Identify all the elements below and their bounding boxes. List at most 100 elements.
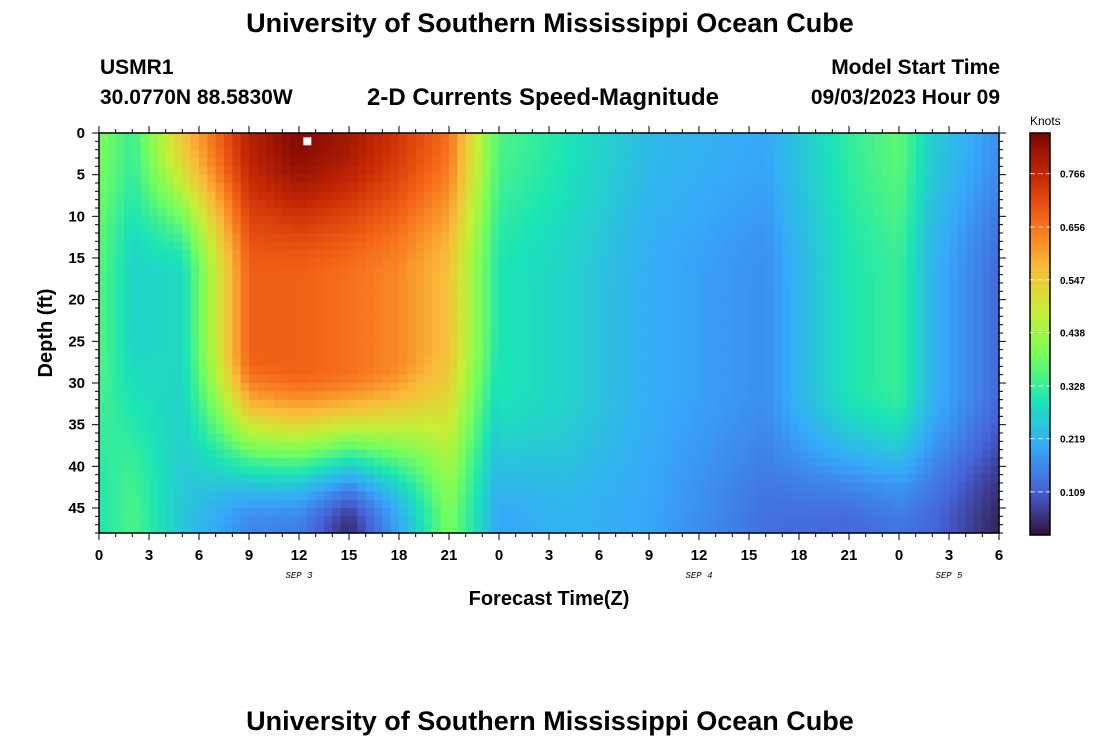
- heatmap-cell: [249, 133, 258, 142]
- heatmap-cell: [915, 424, 925, 434]
- heatmap-cell: [657, 349, 667, 359]
- heatmap-cell: [807, 224, 817, 234]
- heatmap-cell: [257, 349, 267, 359]
- heatmap-cell: [149, 416, 158, 426]
- heatmap-cell: [482, 449, 492, 459]
- heatmap-cell: [382, 199, 392, 209]
- heatmap-cell: [240, 133, 250, 142]
- heatmap-cell: [532, 224, 542, 234]
- heatmap-cell: [957, 441, 967, 451]
- heatmap-cell: [565, 366, 575, 376]
- heatmap-cell: [290, 483, 300, 492]
- heatmap-cell: [674, 141, 683, 151]
- heatmap-cell: [115, 191, 125, 201]
- heatmap-cell: [749, 158, 758, 167]
- heatmap-cell: [499, 341, 508, 351]
- heatmap-cell: [824, 216, 833, 226]
- heatmap-cell: [957, 158, 967, 167]
- heatmap-cell: [882, 374, 892, 384]
- heatmap-cell: [490, 374, 500, 384]
- heatmap-cell: [382, 149, 392, 159]
- heatmap-cell: [574, 208, 583, 217]
- heatmap-cell: [899, 358, 908, 367]
- heatmap-cell: [432, 508, 442, 517]
- heatmap-cell: [274, 249, 283, 259]
- heatmap-cell: [932, 291, 942, 301]
- heatmap-cell: [157, 199, 167, 209]
- heatmap-cell: [932, 524, 942, 534]
- heatmap-cell: [882, 208, 892, 217]
- heatmap-cell: [632, 133, 642, 142]
- heatmap-cell: [174, 299, 183, 309]
- heatmap-cell: [165, 174, 175, 184]
- heatmap-cell: [482, 508, 492, 517]
- heatmap-cell: [932, 408, 942, 417]
- heatmap-cell: [265, 433, 275, 442]
- heatmap-cell: [715, 408, 725, 417]
- heatmap-cell: [832, 349, 842, 359]
- heatmap-cell: [490, 208, 500, 217]
- heatmap-cell: [657, 299, 667, 309]
- heatmap-cell: [290, 416, 300, 426]
- heatmap-cell: [124, 391, 133, 401]
- heatmap-cell: [615, 366, 625, 376]
- heatmap-cell: [732, 483, 742, 492]
- heatmap-cell: [765, 283, 775, 292]
- heatmap-cell: [665, 383, 675, 392]
- heatmap-cell: [149, 383, 158, 392]
- heatmap-cell: [490, 141, 500, 151]
- heatmap-cell: [540, 458, 550, 467]
- heatmap-cell: [449, 158, 458, 167]
- heatmap-cell: [640, 383, 650, 392]
- heatmap-cell: [457, 391, 467, 401]
- heatmap-cell: [182, 174, 192, 184]
- heatmap-cell: [182, 366, 192, 376]
- heatmap-cell: [582, 408, 592, 417]
- heatmap-cell: [257, 233, 267, 242]
- heatmap-cell: [857, 249, 867, 259]
- heatmap-cell: [524, 516, 533, 526]
- heatmap-cell: [282, 274, 292, 284]
- heatmap-cell: [665, 308, 675, 317]
- heatmap-cell: [724, 466, 733, 476]
- heatmap-cell: [499, 416, 508, 426]
- heatmap-cell: [490, 166, 500, 176]
- heatmap-cell: [424, 324, 433, 334]
- heatmap-cell: [699, 291, 708, 301]
- heatmap-cell: [140, 266, 150, 276]
- heatmap-cell: [449, 208, 458, 217]
- heatmap-cell: [99, 224, 108, 234]
- heatmap-cell: [407, 258, 417, 267]
- heatmap-cell: [782, 408, 792, 417]
- heatmap-cell: [499, 149, 508, 159]
- heatmap-cell: [924, 391, 933, 401]
- heatmap-cell: [707, 408, 717, 417]
- heatmap-cell: [565, 416, 575, 426]
- heatmap-cell: [190, 324, 200, 334]
- heatmap-cell: [774, 174, 783, 184]
- heatmap-cell: [524, 283, 533, 292]
- heatmap-cell: [324, 224, 333, 234]
- heatmap-cell: [474, 408, 483, 417]
- heatmap-cell: [690, 491, 700, 501]
- heatmap-cell: [190, 299, 200, 309]
- heatmap-cell: [140, 341, 150, 351]
- heatmap-cell: [699, 208, 708, 217]
- heatmap-cell: [474, 266, 483, 276]
- heatmap-cell: [174, 191, 183, 201]
- heatmap-cell: [907, 274, 917, 284]
- heatmap-cell: [599, 249, 608, 259]
- heatmap-cell: [499, 133, 508, 142]
- heatmap-cell: [582, 474, 592, 484]
- heatmap-cell: [757, 241, 767, 251]
- heatmap-cell: [940, 249, 950, 259]
- heatmap-cell: [240, 341, 250, 351]
- heatmap-cell: [607, 508, 617, 517]
- heatmap-cell: [574, 366, 583, 376]
- heatmap-cell: [199, 249, 208, 259]
- heatmap-cell: [565, 183, 575, 192]
- heatmap-cell: [190, 499, 200, 509]
- heatmap-cell: [607, 216, 617, 226]
- heatmap-cell: [640, 208, 650, 217]
- heatmap-cell: [782, 191, 792, 201]
